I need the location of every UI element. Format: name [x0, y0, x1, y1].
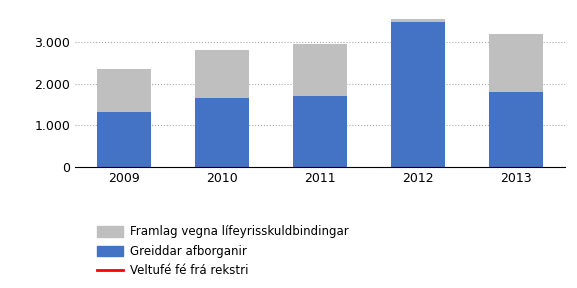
Bar [97, 112, 151, 167]
Bar [195, 98, 249, 167]
Bar [293, 44, 347, 96]
Bar [391, 19, 445, 22]
Bar [97, 69, 151, 112]
Legend: Framlag vegna lífeyrisskuldbindingar, Greiddar afborganir, Veltufé fé frá reks: Framlag vegna lífeyrisskuldbindingar, Gr… [92, 221, 354, 282]
Bar [489, 34, 544, 92]
Bar [489, 92, 544, 167]
Bar [391, 22, 445, 167]
Bar [195, 50, 249, 98]
Bar [293, 96, 347, 167]
